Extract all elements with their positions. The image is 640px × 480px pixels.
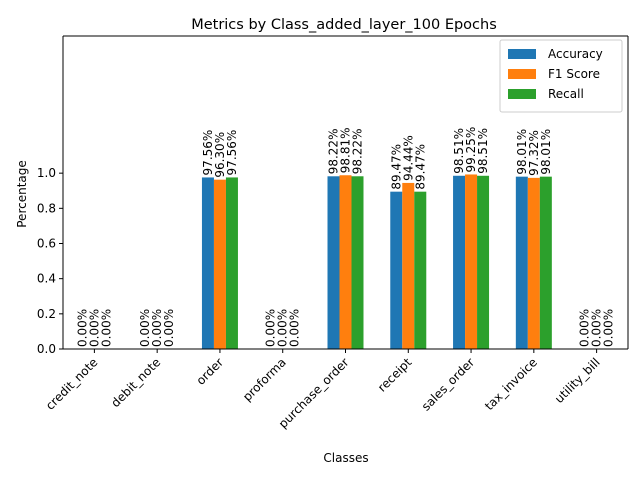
- x-axis-label: Classes: [323, 451, 368, 465]
- bar-f1-score-order: [213, 179, 226, 349]
- x-tick-label: debit_note: [108, 355, 163, 410]
- bar-value-label: 94.44%: [401, 135, 415, 181]
- bar-value-label: 98.51%: [476, 128, 490, 174]
- bar-value-label: 98.81%: [339, 127, 353, 173]
- y-tick-label: 0.4: [37, 272, 56, 286]
- x-tick-label: proforma: [240, 355, 289, 404]
- bar-value-label: 0.00%: [276, 309, 290, 347]
- bar-recall-purchase_order: [351, 176, 364, 349]
- legend-swatch: [508, 89, 536, 99]
- bar-value-label: 98.22%: [351, 129, 365, 175]
- bar-accuracy-order: [201, 177, 214, 349]
- chart-title: Metrics by Class_added_layer_100 Epochs: [191, 17, 497, 33]
- bar-accuracy-sales_order: [453, 175, 466, 349]
- bar-recall-order: [225, 177, 238, 349]
- bar-value-label: 0.00%: [150, 309, 164, 347]
- y-axis-label: Percentage: [15, 160, 29, 228]
- x-tick-label: tax_invoice: [482, 355, 540, 413]
- legend-swatch: [508, 69, 536, 79]
- x-tick-label: receipt: [375, 355, 415, 395]
- y-tick-label: 0.8: [37, 201, 56, 215]
- bar-value-label: 97.56%: [201, 130, 215, 176]
- legend-entry: Accuracy: [548, 47, 603, 61]
- bar-accuracy-tax_invoice: [515, 176, 528, 349]
- bar-f1-score-tax_invoice: [527, 177, 540, 349]
- bar-recall-receipt: [414, 191, 427, 349]
- bar-f1-score-purchase_order: [339, 175, 352, 349]
- bar-value-label: 0.00%: [87, 309, 101, 347]
- bar-value-label: 97.56%: [225, 130, 239, 176]
- y-tick-label: 0.0: [37, 342, 56, 356]
- bar-value-label: 97.32%: [527, 130, 541, 176]
- bar-value-label: 0.00%: [578, 309, 592, 347]
- bar-accuracy-purchase_order: [327, 176, 340, 349]
- bar-value-label: 98.51%: [452, 128, 466, 174]
- y-tick-label: 0.2: [37, 307, 56, 321]
- bar-value-label: 98.22%: [327, 129, 341, 175]
- x-tick-label: credit_note: [43, 355, 101, 413]
- bar-value-label: 0.00%: [288, 309, 302, 347]
- bar-value-label: 89.47%: [413, 144, 427, 190]
- legend-entry: F1 Score: [548, 67, 600, 81]
- bar-value-label: 0.00%: [75, 309, 89, 347]
- bar-accuracy-receipt: [390, 191, 403, 349]
- bar-value-label: 99.25%: [464, 127, 478, 173]
- bar-value-label: 89.47%: [389, 144, 403, 190]
- bar-recall-sales_order: [477, 175, 490, 349]
- x-tick-label: order: [194, 355, 227, 388]
- bar-value-label: 0.00%: [138, 309, 152, 347]
- bar-value-label: 96.30%: [213, 132, 227, 178]
- bars-group: [201, 174, 552, 349]
- bar-value-label: 0.00%: [162, 309, 176, 347]
- bar-value-label: 0.00%: [602, 309, 616, 347]
- y-tick-label: 0.6: [37, 236, 56, 250]
- bar-value-label: 0.00%: [99, 309, 113, 347]
- y-tick-label: 1.0: [37, 166, 56, 180]
- x-tick-label: sales_order: [419, 355, 477, 413]
- bar-f1-score-sales_order: [465, 174, 478, 349]
- legend: Accuracy F1 Score Recall: [499, 39, 623, 113]
- bar-value-label: 98.01%: [539, 129, 553, 175]
- bar-value-label: 98.01%: [515, 129, 529, 175]
- x-tick-label: utility_bill: [552, 355, 603, 406]
- legend-swatch: [508, 49, 536, 59]
- bar-recall-tax_invoice: [539, 176, 552, 349]
- bar-value-label: 0.00%: [264, 309, 278, 347]
- bar-value-labels: 0.00% 0.00%97.56%0.00%98.22% 89.47% 98.51% 9…: [75, 127, 615, 347]
- bar-f1-score-receipt: [402, 182, 415, 349]
- bar-value-label: 0.00%: [590, 309, 604, 347]
- legend-entry: Recall: [548, 87, 584, 101]
